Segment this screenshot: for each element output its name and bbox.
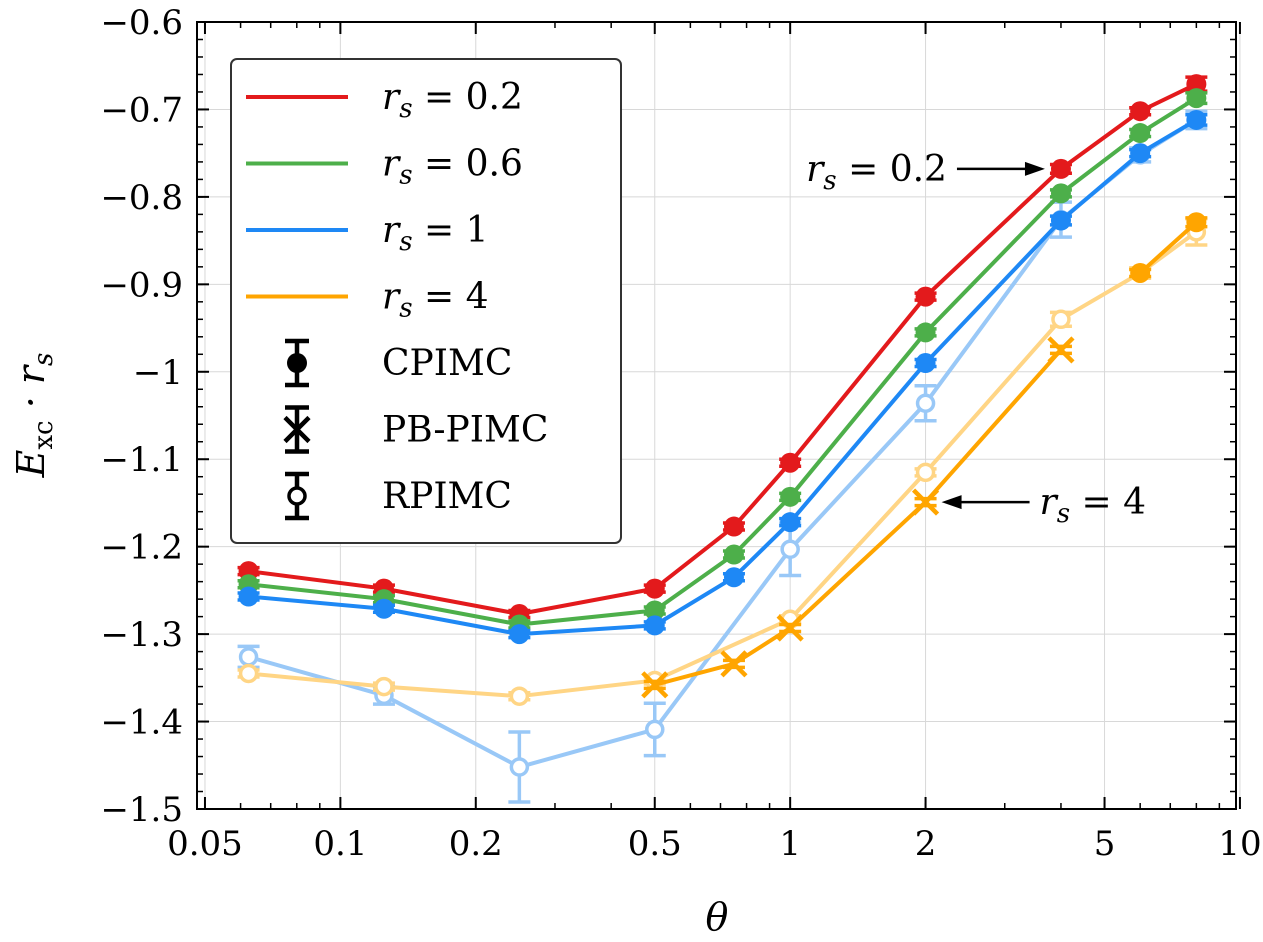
x-tick-label: 2 — [915, 824, 937, 864]
y-label-main: E — [9, 449, 53, 478]
data-point — [1130, 101, 1151, 122]
data-point — [915, 462, 936, 483]
data-point — [1186, 109, 1207, 130]
y-tick-label: −1.3 — [100, 615, 183, 655]
data-point — [641, 671, 669, 699]
data-point — [911, 488, 940, 516]
data-point — [1047, 336, 1075, 364]
legend-line-label: rs = 1 — [382, 210, 489, 257]
legend-line-label: rs = 0.2 — [382, 77, 523, 124]
legend-marker-label: PB-PIMC — [382, 410, 548, 451]
data-point — [238, 586, 259, 607]
series-cpimc-rs-4 — [1129, 212, 1208, 283]
data-point — [780, 452, 801, 473]
x-tick-label: 0.05 — [167, 824, 243, 864]
series-layer — [237, 74, 1208, 804]
data-point — [915, 286, 936, 307]
y-axis-label: Exc · rs — [9, 353, 59, 479]
data-point — [373, 598, 394, 619]
data-point — [780, 486, 801, 507]
y-tick-label: −0.9 — [100, 265, 183, 305]
legend-marker-rpimc — [285, 471, 309, 521]
data-point — [1050, 210, 1071, 231]
data-point — [644, 578, 665, 599]
data-point — [915, 353, 936, 374]
data-point — [780, 539, 800, 560]
data-point — [1050, 183, 1071, 204]
data-point — [509, 757, 530, 777]
annotation-arrow-head — [1024, 161, 1045, 176]
annotation-arrow-head — [941, 495, 962, 510]
data-point — [238, 663, 259, 684]
data-point — [723, 516, 744, 537]
data-point — [644, 615, 665, 636]
legend-line-label: rs = 4 — [382, 277, 489, 324]
y-tick-label: −1 — [133, 353, 183, 393]
data-point — [509, 624, 530, 645]
y-tick-label: −1.1 — [100, 440, 183, 480]
series-cpimc-rs-1 — [237, 109, 1208, 645]
series-pb-pimc-rs-4 — [641, 336, 1075, 699]
data-point — [915, 393, 936, 414]
data-point — [1050, 158, 1071, 179]
data-point — [720, 650, 748, 678]
x-axis-label: θ — [706, 895, 729, 939]
legend-marker-label: RPIMC — [382, 476, 512, 517]
legend-marker-label: CPIMC — [382, 343, 512, 384]
y-label-sub: xc — [29, 420, 59, 449]
legend-marker-symbol — [287, 353, 307, 373]
y-tick-label: −0.6 — [100, 3, 183, 43]
x-tick-label: 0.2 — [449, 824, 503, 864]
svg-text:Exc · rs: Exc · rs — [9, 353, 59, 479]
series-line — [248, 96, 1198, 627]
annotation-rs-4: rs = 4 — [941, 482, 1147, 529]
legend-line-label: rs = 0.6 — [382, 144, 523, 191]
axis-ticks: 0.05 0.1 0.2 0.5 1 2 5 10 −0.6 −0.7 −0.8 −0.9 −1 −1.1… — [100, 3, 1261, 864]
data-point — [780, 512, 801, 533]
legend: rs = 0.2 rs = 0.6 rs = 1 rs = 4 CPIMC PB-PIMC… — [230, 58, 622, 544]
series-line — [248, 82, 1198, 616]
series-line — [1138, 220, 1198, 275]
data-point — [1186, 74, 1207, 95]
x-tick-label: 1 — [779, 824, 801, 864]
data-point — [238, 647, 259, 667]
legend-marker-symbol — [287, 486, 307, 506]
legend-marker-pb-pimc — [283, 405, 311, 454]
data-point — [723, 567, 744, 588]
data-point — [509, 686, 530, 706]
annotation-label: rs = 4 — [1040, 482, 1147, 529]
x-tick-label: 10 — [1218, 824, 1261, 864]
y-tick-label: −0.8 — [100, 178, 183, 218]
y-tick-label: −1.5 — [100, 790, 183, 830]
data-point — [374, 676, 394, 697]
y-label-tail-sub: s — [29, 353, 59, 366]
x-tick-label: 0.1 — [313, 824, 367, 864]
data-point — [1186, 88, 1207, 109]
x-tick-label: 0.5 — [628, 824, 682, 864]
x-tick-label: 5 — [1094, 824, 1116, 864]
data-point — [644, 600, 665, 621]
data-point — [776, 614, 804, 642]
legend-marker-symbol — [283, 415, 311, 444]
annotation-rs-0.2: rs = 0.2 — [806, 149, 1045, 196]
data-point — [915, 322, 936, 343]
data-point — [1130, 262, 1151, 283]
data-point — [1130, 143, 1151, 164]
series-line — [248, 118, 1198, 637]
plot-frame — [196, 21, 1237, 810]
y-tick-label: −1.4 — [100, 703, 183, 743]
data-point — [1130, 123, 1151, 144]
y-tick-label: −0.7 — [100, 90, 183, 130]
annotations: rs = 0.2 rs = 4 — [806, 149, 1146, 529]
annotation-label: rs = 0.2 — [806, 149, 947, 196]
y-label-tail: · r — [9, 363, 53, 420]
data-point — [645, 719, 665, 740]
data-point — [1186, 212, 1207, 233]
legend-marker-cpimc — [285, 338, 309, 388]
y-tick-label: −1.2 — [100, 528, 183, 568]
data-point — [1051, 309, 1071, 330]
data-point — [723, 544, 744, 565]
legend-box — [230, 58, 622, 544]
